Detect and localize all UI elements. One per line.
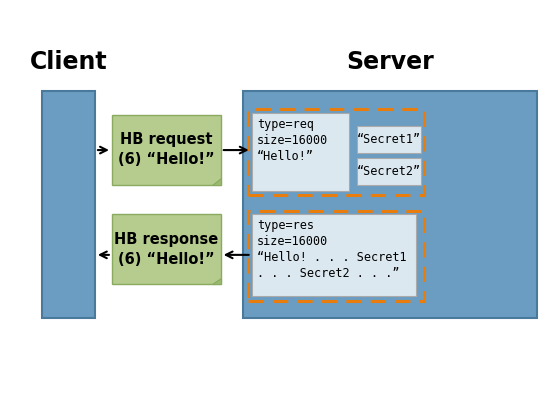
FancyBboxPatch shape bbox=[42, 91, 95, 318]
Text: Server: Server bbox=[347, 50, 434, 73]
Text: type=res
size=16000
“Hello! . . . Secret1
. . . Secret2 . . .”: type=res size=16000 “Hello! . . . Secret… bbox=[257, 219, 407, 280]
FancyBboxPatch shape bbox=[112, 115, 221, 185]
Polygon shape bbox=[212, 278, 221, 284]
FancyBboxPatch shape bbox=[357, 158, 421, 185]
Text: “Secret1”: “Secret1” bbox=[357, 133, 421, 146]
FancyBboxPatch shape bbox=[112, 214, 221, 284]
FancyBboxPatch shape bbox=[252, 214, 416, 296]
Polygon shape bbox=[212, 178, 221, 185]
Text: “Secret2”: “Secret2” bbox=[357, 165, 421, 177]
FancyBboxPatch shape bbox=[243, 91, 537, 318]
Text: Client: Client bbox=[30, 50, 107, 73]
FancyBboxPatch shape bbox=[357, 126, 421, 153]
Text: HB request
(6) “Hello!”: HB request (6) “Hello!” bbox=[118, 133, 215, 167]
Text: HB response
(6) “Hello!”: HB response (6) “Hello!” bbox=[114, 232, 219, 266]
Text: type=req
size=16000
“Hello!”: type=req size=16000 “Hello!” bbox=[257, 118, 328, 163]
FancyBboxPatch shape bbox=[252, 113, 349, 191]
